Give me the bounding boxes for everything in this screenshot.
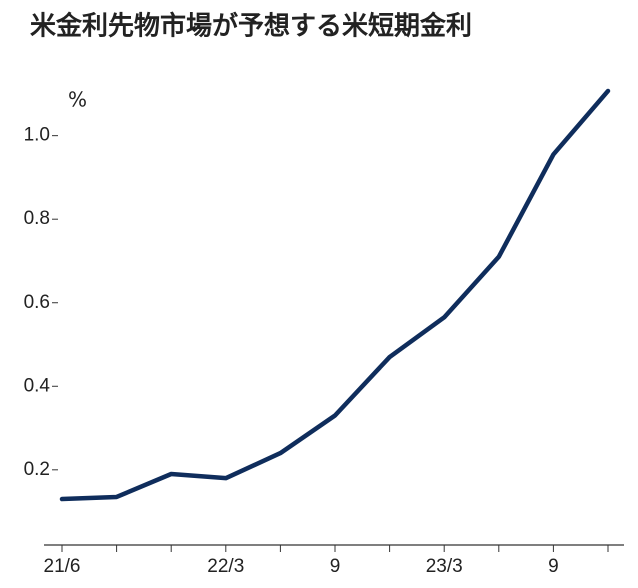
x-tick-label: 21/6: [44, 556, 81, 577]
line-series: [59, 88, 611, 502]
x-tick-label: 23/3: [426, 556, 463, 577]
y-tick-label: 0.4: [24, 375, 51, 396]
x-tick-label: 22/3: [207, 556, 244, 577]
y-tick-label: 0.6: [24, 292, 50, 313]
y-tick-label: 1.0: [24, 125, 50, 146]
x-tick-label: 9: [548, 556, 559, 577]
y-tick-label: 0.2: [24, 459, 50, 480]
y-tick-label: 0.8: [24, 208, 50, 229]
y-unit: %: [68, 88, 87, 112]
chart-title: 米金利先物市場が予想する米短期金利: [30, 11, 472, 42]
x-tick-label: 9: [330, 556, 341, 577]
